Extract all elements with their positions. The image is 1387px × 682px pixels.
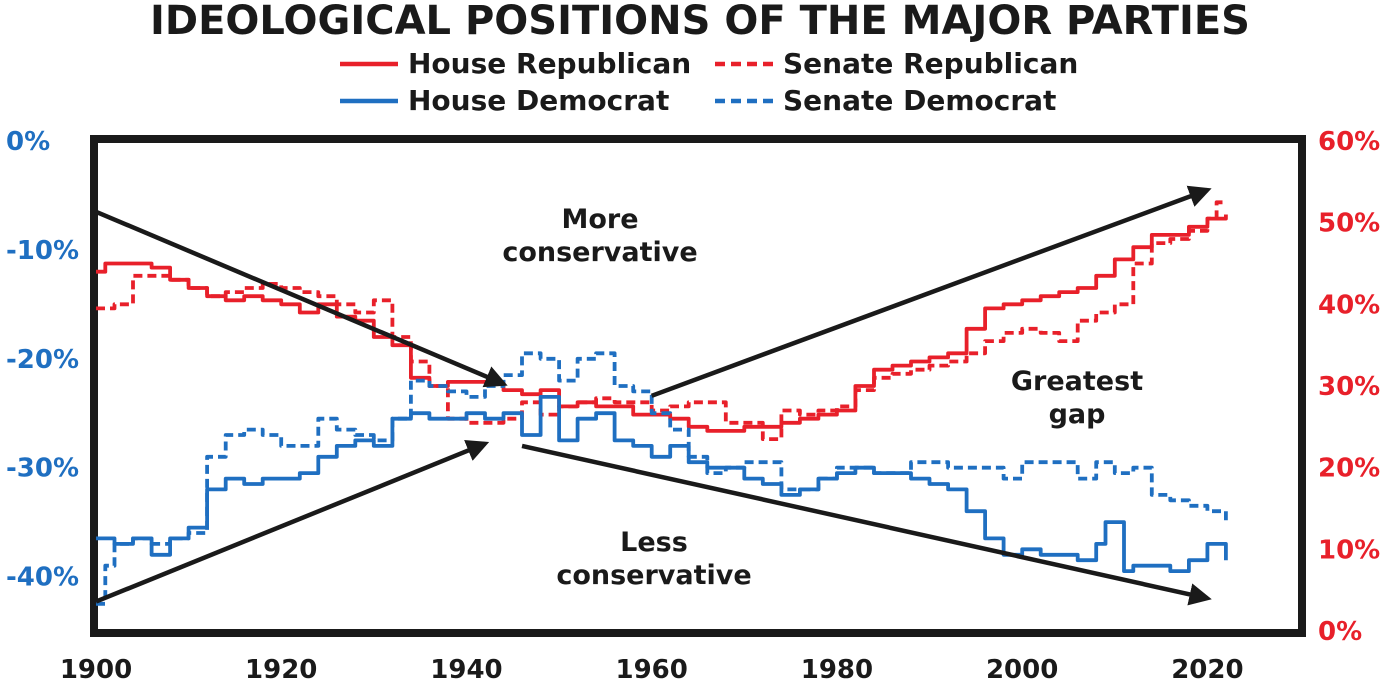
legend-entry: Senate Democrat bbox=[715, 84, 1056, 117]
left-axis: 0% -10% -20% -30% -40% bbox=[6, 127, 79, 593]
annotation-gap-line2: gap bbox=[1049, 399, 1106, 430]
right-tick-label: 10% bbox=[1318, 535, 1380, 565]
left-tick-label: 0% bbox=[6, 127, 50, 157]
right-tick-label: 0% bbox=[1318, 617, 1362, 647]
series-line-house-republican bbox=[96, 214, 1228, 433]
annotation-less-line1: Less bbox=[620, 527, 688, 558]
x-tick-label: 1940 bbox=[430, 655, 502, 682]
trend-arrow bbox=[521, 443, 1212, 606]
x-tick-label: 1900 bbox=[60, 655, 132, 682]
right-tick-label: 20% bbox=[1318, 454, 1380, 484]
right-axis: 60% 50% 40% 30% 20% 10% 0% bbox=[1318, 127, 1380, 647]
trend-arrow bbox=[95, 440, 490, 604]
legend: House Republican Senate Republican House D… bbox=[340, 47, 1078, 117]
series-line-senate-republican bbox=[96, 200, 1226, 441]
legend-entry: Senate Republican bbox=[715, 47, 1078, 80]
legend-entry: House Republican bbox=[340, 47, 691, 80]
trend-arrows bbox=[95, 185, 1212, 606]
right-tick-label: 50% bbox=[1318, 209, 1380, 239]
x-tick-label: 1920 bbox=[245, 655, 317, 682]
annotation-more-line2: conservative bbox=[502, 237, 697, 268]
legend-label: Senate Democrat bbox=[783, 84, 1056, 117]
x-tick-label: 2020 bbox=[1171, 655, 1243, 682]
x-tick-label: 1960 bbox=[616, 655, 688, 682]
annotation-less-line2: conservative bbox=[556, 560, 751, 591]
annotation-more-line1: More bbox=[561, 204, 638, 235]
annotation-less-conservative: Less conservative bbox=[556, 527, 751, 591]
right-tick-label: 30% bbox=[1318, 372, 1380, 402]
right-tick-label: 40% bbox=[1318, 290, 1380, 320]
x-axis: 1900 1920 1940 1960 1980 2000 2020 bbox=[60, 655, 1244, 682]
series-line-house-democrat bbox=[96, 395, 1228, 573]
right-tick-label: 60% bbox=[1318, 127, 1380, 157]
annotation-more-conservative: More conservative bbox=[502, 204, 697, 268]
legend-label: Senate Republican bbox=[783, 47, 1078, 80]
x-tick-label: 2000 bbox=[986, 655, 1058, 682]
left-tick-label: -20% bbox=[6, 345, 79, 375]
legend-label: House Democrat bbox=[408, 84, 669, 117]
plot-frame bbox=[90, 135, 1306, 637]
x-tick-label: 1980 bbox=[801, 655, 873, 682]
trend-arrow bbox=[650, 185, 1212, 398]
left-tick-label: -40% bbox=[6, 563, 79, 593]
annotation-greatest-gap: Greatest gap bbox=[1011, 366, 1143, 430]
legend-label: House Republican bbox=[408, 47, 691, 80]
series-layer bbox=[96, 200, 1228, 606]
annotation-gap-line1: Greatest bbox=[1011, 366, 1143, 397]
trend-arrow bbox=[95, 209, 508, 388]
chart-title: IDEOLOGICAL POSITIONS OF THE MAJOR PARTI… bbox=[150, 0, 1250, 44]
left-tick-label: -30% bbox=[6, 454, 79, 484]
left-tick-label: -10% bbox=[6, 236, 79, 266]
legend-entry: House Democrat bbox=[340, 84, 669, 117]
series-line-senate-democrat bbox=[96, 351, 1228, 606]
